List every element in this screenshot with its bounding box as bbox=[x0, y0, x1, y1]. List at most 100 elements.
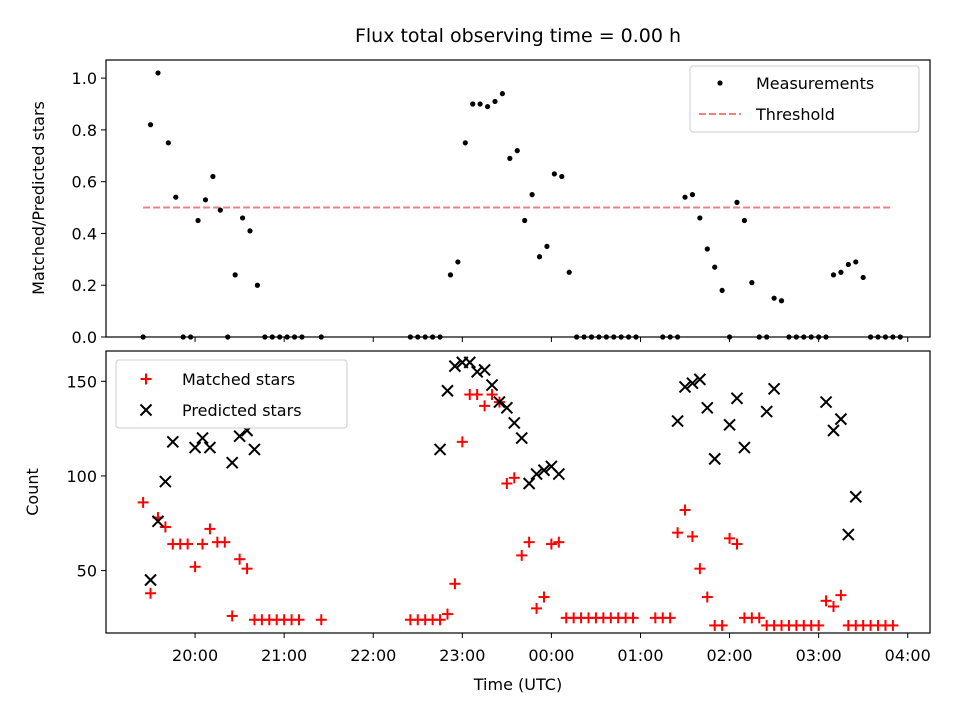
legend-measurements-label: Measurements bbox=[756, 74, 874, 93]
measurement-point bbox=[217, 207, 223, 213]
legend-predicted-marker-b bbox=[139, 403, 153, 417]
predicted-star-point bbox=[819, 395, 833, 409]
measurement-point bbox=[455, 259, 461, 265]
measurement-point bbox=[477, 101, 483, 107]
measurement-point bbox=[741, 217, 748, 224]
legend-predicted-marker bbox=[139, 403, 153, 417]
measurement-point bbox=[551, 171, 557, 177]
measurement-point bbox=[544, 243, 550, 249]
predicted-star-point bbox=[166, 435, 180, 449]
predicted-star-point-b bbox=[522, 477, 536, 490]
predicted-star-point-b bbox=[470, 365, 484, 379]
matched-star-point bbox=[664, 612, 676, 624]
measurement-point bbox=[682, 194, 688, 200]
bottom-xtick-label: 22:00 bbox=[350, 646, 396, 665]
predicted-star-point-b bbox=[515, 431, 528, 445]
matched-star-point bbox=[197, 538, 209, 550]
x-axis-label: Time (UTC) bbox=[473, 675, 562, 694]
predicted-star-point bbox=[196, 431, 209, 445]
predicted-star-point-b bbox=[493, 395, 506, 409]
measurement-point bbox=[860, 274, 866, 281]
measurement-point bbox=[239, 215, 246, 221]
matched-star-point bbox=[486, 389, 498, 401]
predicted-star-point bbox=[693, 373, 707, 386]
predicted-star-point-b bbox=[701, 401, 714, 414]
top-ytick-label: 1.0 bbox=[72, 69, 97, 88]
predicted-star-point-b bbox=[827, 424, 840, 437]
predicted-star-point-b bbox=[485, 378, 499, 392]
measurement-point bbox=[507, 155, 513, 161]
matched-star-point bbox=[701, 591, 713, 603]
bottom-xtick-label: 04:00 bbox=[885, 646, 931, 665]
predicted-star-point bbox=[500, 401, 514, 414]
predicted-star-point-b bbox=[545, 460, 558, 473]
matched-star-point bbox=[479, 400, 491, 412]
measurement-point bbox=[704, 246, 710, 252]
measurement-point bbox=[165, 140, 171, 146]
measurement-point bbox=[447, 272, 454, 278]
measurement-point bbox=[838, 269, 844, 275]
bottom-xtick-label: 23:00 bbox=[439, 646, 485, 665]
predicted-star-point bbox=[671, 414, 684, 428]
predicted-star-point bbox=[708, 452, 721, 466]
matched-star-point bbox=[145, 587, 157, 599]
predicted-star-point bbox=[188, 441, 202, 454]
predicted-star-point-b bbox=[144, 573, 157, 587]
predicted-star-point-b bbox=[738, 441, 751, 454]
matched-star-point bbox=[449, 578, 461, 590]
predicted-star-point bbox=[842, 528, 855, 541]
predicted-star-point bbox=[730, 392, 744, 405]
bottom-panel: 50 100 150 20:00 21:00 22:00 23:00 00:00 01:00 0… bbox=[23, 350, 931, 694]
bottom-legend-box bbox=[115, 359, 348, 429]
matched-star-point bbox=[234, 553, 246, 565]
top-legend: Measurements Threshold bbox=[689, 65, 920, 133]
bottom-xtick-label: 03:00 bbox=[796, 646, 842, 665]
predicted-star-point-b bbox=[448, 359, 462, 373]
matched-star-point bbox=[159, 521, 171, 533]
predicted-star-point-b bbox=[686, 376, 699, 390]
predicted-star-point bbox=[723, 418, 736, 432]
matched-star-point bbox=[553, 536, 565, 548]
predicted-star-point-b bbox=[819, 395, 833, 409]
predicted-star-point bbox=[678, 380, 692, 394]
bottom-axes-frame bbox=[105, 350, 931, 634]
measurement-point bbox=[771, 295, 777, 301]
predicted-star-point bbox=[537, 464, 551, 477]
matched-star-point bbox=[471, 389, 483, 401]
predicted-star-point bbox=[151, 515, 165, 528]
predicted-star-point-b bbox=[248, 443, 261, 456]
predicted-star-point-b bbox=[834, 412, 848, 426]
matched-star-point bbox=[501, 477, 513, 489]
matched-star-point bbox=[516, 549, 528, 561]
bottom-ytick-label: 100 bbox=[66, 467, 97, 486]
measurement-point bbox=[147, 122, 154, 128]
measurement-point bbox=[522, 217, 528, 224]
bottom-xtick-label: 02:00 bbox=[707, 646, 753, 665]
legend-predicted-label: Predicted stars bbox=[182, 401, 302, 420]
bottom-xtick-label: 00:00 bbox=[528, 646, 574, 665]
matched-star-point bbox=[189, 561, 201, 573]
bottom-ytick-label: 150 bbox=[66, 372, 97, 391]
measurement-point bbox=[202, 197, 209, 203]
legend-matched-marker bbox=[140, 373, 152, 385]
predicted-star-point-b bbox=[693, 373, 707, 386]
predicted-star-point-b bbox=[196, 431, 209, 445]
predicted-star-point-b bbox=[760, 405, 773, 418]
matched-star-point bbox=[672, 527, 684, 539]
predicted-star-point bbox=[463, 356, 476, 369]
top-ytick-label: 0.0 bbox=[72, 328, 97, 347]
matched-star-point bbox=[731, 538, 743, 550]
predicted-star-point bbox=[159, 475, 172, 488]
predicted-star-point-b bbox=[188, 441, 202, 454]
measurement-point bbox=[845, 261, 851, 268]
legend-threshold-label: Threshold bbox=[755, 105, 835, 124]
measurement-point bbox=[173, 194, 179, 200]
matched-star-point bbox=[182, 538, 194, 550]
predicted-star-point bbox=[225, 456, 239, 469]
chart-title: Flux total observing time = 0.00 h bbox=[355, 25, 681, 47]
predicted-star-point bbox=[441, 384, 454, 397]
measurement-point bbox=[195, 217, 201, 224]
predicted-star-point-b bbox=[723, 418, 736, 432]
predicted-star-point bbox=[834, 412, 848, 426]
measurement-point bbox=[778, 298, 785, 304]
